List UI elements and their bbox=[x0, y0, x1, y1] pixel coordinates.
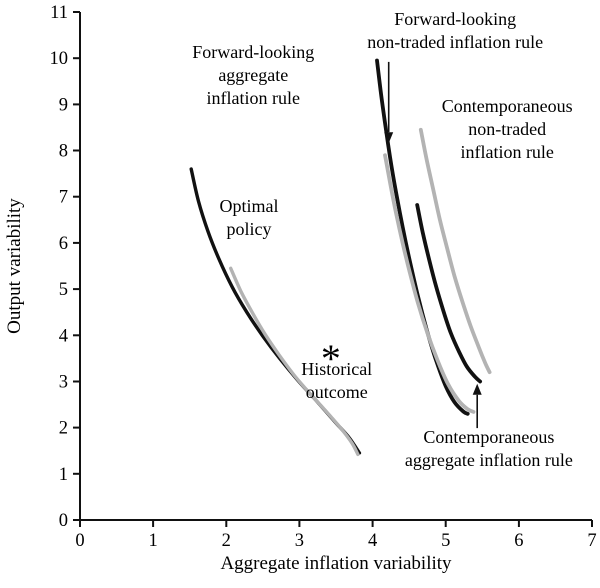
label-optimal-policy: Optimal policy bbox=[220, 196, 279, 239]
x-axis-label: Aggregate inflation variability bbox=[220, 553, 452, 574]
y-tick-label: 1 bbox=[59, 465, 68, 485]
label-forward-looking-non-traded: Forward-looking non-traded inflation rule bbox=[367, 9, 543, 52]
y-tick-label: 5 bbox=[59, 280, 68, 300]
arrow-contemporaneous-aggregate-head bbox=[472, 383, 482, 395]
y-tick-label: 10 bbox=[50, 49, 69, 69]
curve-forward-looking-aggregate-inflation-rule bbox=[375, 58, 470, 416]
curve-contemporaneous-non-traded-inflation-rule bbox=[418, 127, 492, 375]
x-tick-label: 4 bbox=[368, 531, 377, 551]
x-tick-label: 6 bbox=[514, 531, 523, 551]
x-tick-label: 3 bbox=[295, 531, 304, 551]
x-tick-label: 0 bbox=[75, 531, 84, 551]
y-tick-label: 8 bbox=[59, 142, 68, 162]
curve-contemporaneous-aggregate-inflation-rule bbox=[415, 203, 482, 384]
curve-grey-curve-overlapping-optimal-policy bbox=[229, 266, 360, 457]
arrow-forward-looking-non-traded-head bbox=[384, 132, 394, 144]
y-tick-label: 3 bbox=[59, 373, 68, 393]
label-historical-outcome: Historical outcome bbox=[301, 359, 372, 402]
marker-historical-outcome-star: * bbox=[321, 336, 341, 381]
label-contemporaneous-non-traded: Contemporaneous non-traded inflation rule bbox=[442, 96, 573, 162]
y-tick-label: 9 bbox=[59, 95, 68, 115]
x-tick-label: 2 bbox=[222, 531, 231, 551]
y-tick-label: 0 bbox=[59, 511, 68, 531]
x-tick-label: 7 bbox=[587, 531, 596, 551]
y-tick-label: 4 bbox=[59, 326, 68, 346]
x-tick-label: 1 bbox=[148, 531, 157, 551]
label-contemporaneous-aggregate: Contemporaneous aggregate inflation rule bbox=[405, 427, 573, 470]
curve-forward-looking-non-traded-inflation-rule bbox=[383, 153, 476, 414]
y-tick-label: 11 bbox=[50, 3, 68, 23]
y-axis-label: Output variability bbox=[4, 198, 25, 334]
label-forward-looking-aggregate: Forward-looking aggregate inflation rule bbox=[192, 42, 314, 108]
y-tick-label: 6 bbox=[59, 234, 68, 254]
x-tick-label: 5 bbox=[441, 531, 450, 551]
y-tick-label: 2 bbox=[59, 419, 68, 439]
y-tick-label: 7 bbox=[59, 188, 68, 208]
